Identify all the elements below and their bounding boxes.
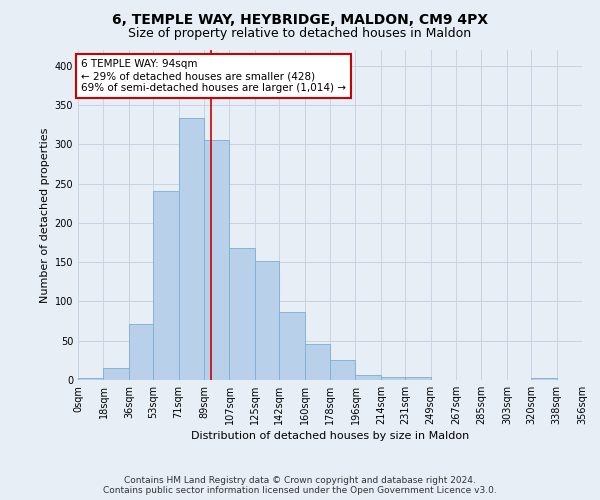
Bar	[305, 344, 330, 380]
Bar	[129, 324, 153, 380]
Bar	[279, 312, 305, 380]
Bar	[204, 140, 229, 380]
Y-axis label: Number of detached properties: Number of detached properties	[40, 128, 50, 302]
Bar	[531, 378, 557, 380]
Bar	[153, 192, 179, 380]
Bar	[103, 368, 129, 380]
Bar	[355, 374, 381, 380]
Text: Contains HM Land Registry data © Crown copyright and database right 2024.
Contai: Contains HM Land Registry data © Crown c…	[103, 476, 497, 495]
Bar	[405, 377, 431, 380]
Bar	[229, 248, 255, 380]
Bar	[78, 378, 103, 380]
Bar	[255, 260, 279, 380]
X-axis label: Distribution of detached houses by size in Maldon: Distribution of detached houses by size …	[191, 431, 469, 441]
Bar	[330, 360, 355, 380]
Text: Size of property relative to detached houses in Maldon: Size of property relative to detached ho…	[128, 28, 472, 40]
Text: 6, TEMPLE WAY, HEYBRIDGE, MALDON, CM9 4PX: 6, TEMPLE WAY, HEYBRIDGE, MALDON, CM9 4P…	[112, 12, 488, 26]
Bar	[179, 118, 204, 380]
Text: 6 TEMPLE WAY: 94sqm
← 29% of detached houses are smaller (428)
69% of semi-detac: 6 TEMPLE WAY: 94sqm ← 29% of detached ho…	[81, 60, 346, 92]
Bar	[381, 377, 405, 380]
